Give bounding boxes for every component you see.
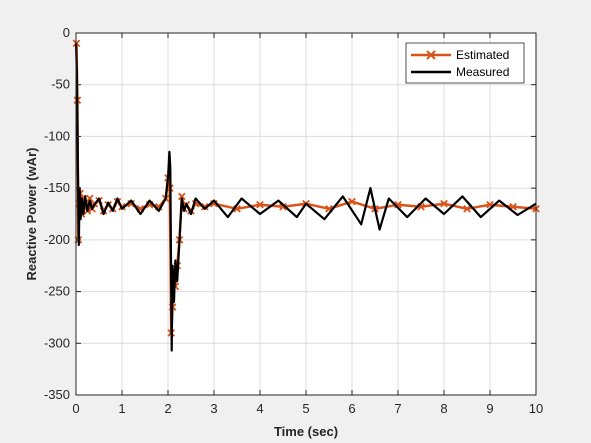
y-tick-label: -200 — [44, 232, 70, 247]
legend-box — [405, 42, 525, 84]
legend: Estimated Measured — [405, 42, 525, 84]
data-point-estimated — [200, 202, 209, 211]
y-tick-label: -300 — [44, 335, 70, 350]
data-point-estimated — [463, 204, 471, 213]
data-point-estimated — [348, 197, 356, 206]
x-tick-label: 8 — [440, 401, 447, 416]
y-tick-label: -50 — [51, 77, 70, 92]
legend-estimated-marker — [426, 50, 436, 60]
data-point-estimated — [177, 192, 186, 201]
legend-measured-label: Measured — [456, 65, 509, 79]
axis-ticks: 0 1 2 3 4 5 6 7 8 9 10 0 -50 -100 -150 -200 -250 -300 -350 — [44, 25, 543, 416]
legend-estimated-label: Estimated — [456, 48, 509, 62]
x-tick-label: 5 — [302, 401, 309, 416]
x-tick-label: 0 — [72, 401, 79, 416]
y-tick-label: -250 — [44, 284, 70, 299]
x-tick-label: 6 — [348, 401, 355, 416]
x-tick-label: 10 — [529, 401, 543, 416]
data-point-estimated — [440, 199, 448, 208]
y-tick-label: 0 — [63, 25, 70, 40]
data-point-estimated — [279, 202, 287, 211]
x-tick-label: 3 — [210, 401, 217, 416]
x-tick-label: 7 — [394, 401, 401, 416]
x-tick-label: 9 — [486, 401, 493, 416]
x-tick-label: 2 — [164, 401, 171, 416]
y-tick-label: -150 — [44, 180, 70, 195]
data-series — [72, 39, 540, 352]
data-point-estimated — [256, 200, 264, 209]
y-tick-label: -350 — [44, 387, 70, 402]
x-axis-label: Time (sec) — [274, 424, 338, 439]
series-line-measured — [74, 43, 537, 352]
x-tick-label: 4 — [256, 401, 263, 416]
x-tick-label: 1 — [118, 401, 125, 416]
y-axis-label: Reactive Power (wAr) — [24, 148, 39, 281]
y-tick-label: -100 — [44, 128, 70, 143]
